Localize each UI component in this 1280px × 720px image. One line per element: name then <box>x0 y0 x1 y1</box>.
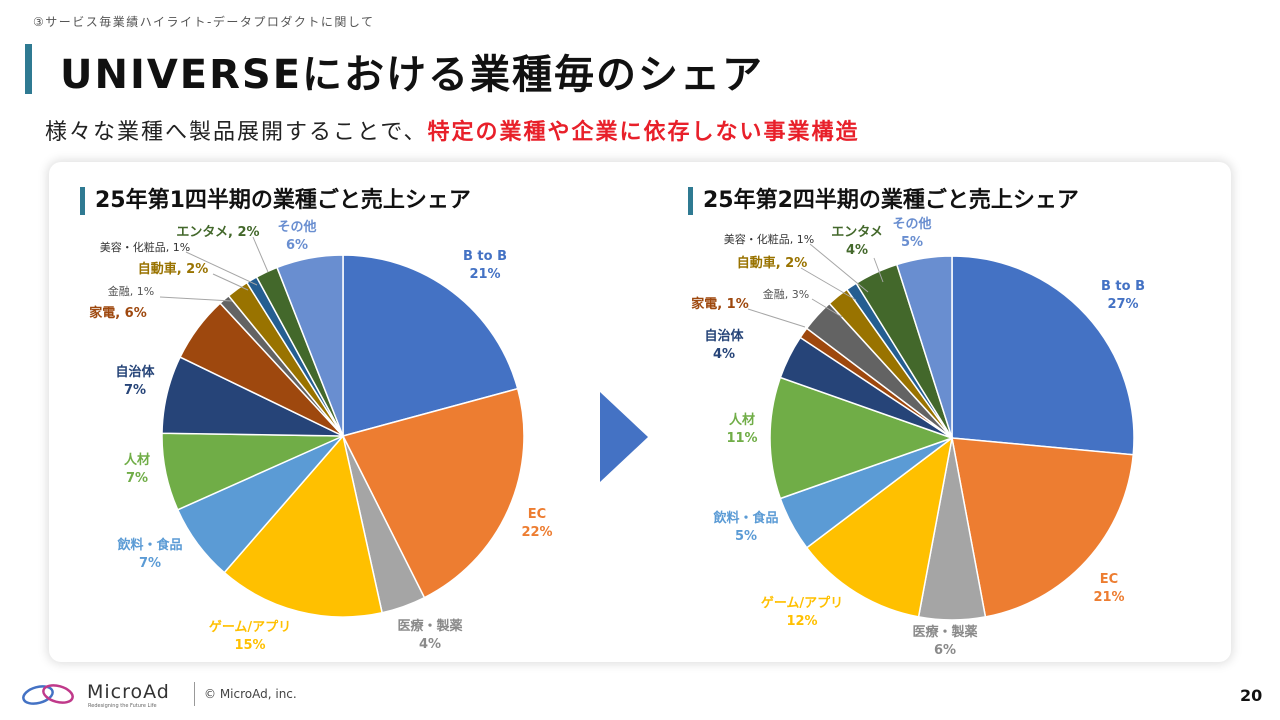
chart-title-q2: 25年第2四半期の業種ごと売上シェア <box>688 187 1079 215</box>
value-q2-food: 5% <box>735 529 757 544</box>
label-q1-finance: 金融, 1% <box>108 284 154 298</box>
microad-tagline: Redesigning the Future Life <box>88 703 157 709</box>
label-q2-hr: 人材 <box>729 412 755 428</box>
pie-chart-q1: B to B 21% EC 22% 医療・製薬 4% ゲーム/アプリ 15% 飲料・食品 7% 人材… <box>89 219 552 653</box>
value-q2-entertainment: 4% <box>846 243 868 258</box>
slice-q2-game-app <box>805 436 954 618</box>
chart-title-q1: 25年第1四半期の業種ごと売上シェア <box>80 187 471 215</box>
label-q2-game-app: ゲーム/アプリ <box>761 595 843 611</box>
label-q2-entertainment: エンタメ <box>831 225 883 240</box>
slice-q2-btob <box>951 255 1135 456</box>
arrow-icon <box>600 392 648 482</box>
value-q2-government: 4% <box>713 347 735 362</box>
label-q2-beauty: 美容・化粧品, 1% <box>724 232 814 246</box>
label-q1-appliance: 家電, 6% <box>89 305 147 321</box>
copyright: © MicroAd, inc. <box>204 687 297 701</box>
footer-divider <box>194 682 195 706</box>
value-q1-medical: 4% <box>419 637 441 652</box>
label-q2-ec: EC <box>1100 572 1118 587</box>
value-q1-government: 7% <box>124 383 146 398</box>
label-q1-auto: 自動車, 2% <box>138 261 209 277</box>
leader-line-q2-finance <box>811 298 843 318</box>
slice-q2-ec <box>951 437 1135 618</box>
slice-q1-ec <box>341 387 525 599</box>
label-q1-hr: 人材 <box>124 452 150 468</box>
value-q2-other: 5% <box>901 235 923 250</box>
microad-logo-icon <box>22 684 74 705</box>
value-q2-hr: 11% <box>726 431 757 446</box>
label-q1-entertainment: エンタメ, 2% <box>176 225 259 240</box>
slice-q2-other <box>895 255 953 439</box>
value-q2-game-app: 12% <box>786 614 817 629</box>
label-q2-other: その他 <box>892 216 931 232</box>
breadcrumb: ③サービス毎業績ハイライト-データプロダクトに関して <box>33 15 375 29</box>
value-q1-food: 7% <box>139 556 161 571</box>
value-q1-other: 6% <box>286 238 308 253</box>
value-q2-medical: 6% <box>934 643 956 658</box>
label-q2-auto: 自動車, 2% <box>737 255 808 271</box>
leader-line-q1-finance <box>159 296 233 302</box>
label-q1-food: 飲料・食品 <box>116 537 182 553</box>
value-q2-btob: 27% <box>1107 297 1138 312</box>
label-q1-ec: EC <box>528 507 546 522</box>
leader-line-q2-auto <box>800 267 857 301</box>
value-q1-btob: 21% <box>469 267 500 282</box>
slice-q1-btob <box>342 254 519 437</box>
label-q1-medical: 医療・製薬 <box>397 618 463 634</box>
slice-q1-other <box>276 254 344 437</box>
subtitle: 様々な業種へ製品展開することで、特定の業種や企業に依存しない事業構造 <box>45 114 859 146</box>
page-number: 20 <box>1240 686 1263 705</box>
value-q1-game-app: 15% <box>234 638 265 653</box>
value-q1-hr: 7% <box>126 471 148 486</box>
pie-chart-q2: B to B 27% EC 21% 医療・製薬 6% ゲーム/アプリ 12% 飲料・食品 5% 人材… <box>691 216 1145 658</box>
slice-q2-hr <box>769 376 955 500</box>
leader-line-q1-auto <box>212 273 249 291</box>
leader-line-q2-appliance <box>747 308 806 328</box>
label-q2-medical: 医療・製薬 <box>912 624 978 640</box>
page-title: UNIVERSEにおける業種毎のシェア <box>60 52 765 98</box>
label-q1-game-app: ゲーム/アプリ <box>209 619 291 635</box>
label-q2-government: 自治体 <box>704 328 744 344</box>
leader-line-q1-entertainment <box>252 236 269 273</box>
label-q1-btob: B to B <box>463 249 507 264</box>
subtitle-highlight: 特定の業種や企業に依存しない事業構造 <box>427 120 860 145</box>
label-q1-government: 自治体 <box>115 364 155 380</box>
label-q2-finance: 金融, 3% <box>763 287 809 301</box>
title-accent-bar <box>25 44 32 94</box>
leader-line-q2-beauty <box>809 243 869 293</box>
value-q2-ec: 21% <box>1093 590 1124 605</box>
leader-line-q1-beauty <box>185 251 258 286</box>
leader-line-q2-entertainment <box>873 257 884 283</box>
slice-q1-game-app <box>223 434 383 618</box>
microad-logo-text: MicroAd <box>87 681 170 703</box>
subtitle-text: 様々な業種へ製品展開することで、 <box>45 120 428 145</box>
label-q2-food: 飲料・食品 <box>712 510 778 526</box>
label-q1-beauty: 美容・化粧品, 1% <box>100 240 190 254</box>
label-q2-btob: B to B <box>1101 279 1145 294</box>
label-q2-appliance: 家電, 1% <box>691 296 749 312</box>
value-q1-ec: 22% <box>521 525 552 540</box>
label-q1-other: その他 <box>277 219 316 235</box>
